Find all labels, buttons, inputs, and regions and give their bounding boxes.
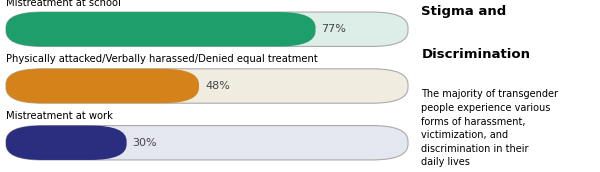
Text: 48%: 48% — [205, 81, 230, 91]
Text: Mistreatment at school: Mistreatment at school — [6, 0, 121, 8]
Text: Stigma and: Stigma and — [421, 5, 506, 18]
FancyBboxPatch shape — [6, 69, 199, 103]
FancyBboxPatch shape — [6, 12, 316, 46]
Text: The majority of transgender
people experience various
forms of harassment,
victi: The majority of transgender people exper… — [421, 89, 559, 167]
Text: 77%: 77% — [322, 24, 346, 34]
Text: Mistreatment at work: Mistreatment at work — [6, 111, 113, 121]
Text: Physically attacked/Verbally harassed/Denied equal treatment: Physically attacked/Verbally harassed/De… — [6, 55, 318, 64]
FancyBboxPatch shape — [6, 69, 408, 103]
Text: Discrimination: Discrimination — [421, 48, 530, 61]
Text: 30%: 30% — [133, 138, 157, 148]
FancyBboxPatch shape — [6, 12, 408, 46]
FancyBboxPatch shape — [6, 126, 408, 160]
FancyBboxPatch shape — [6, 126, 127, 160]
